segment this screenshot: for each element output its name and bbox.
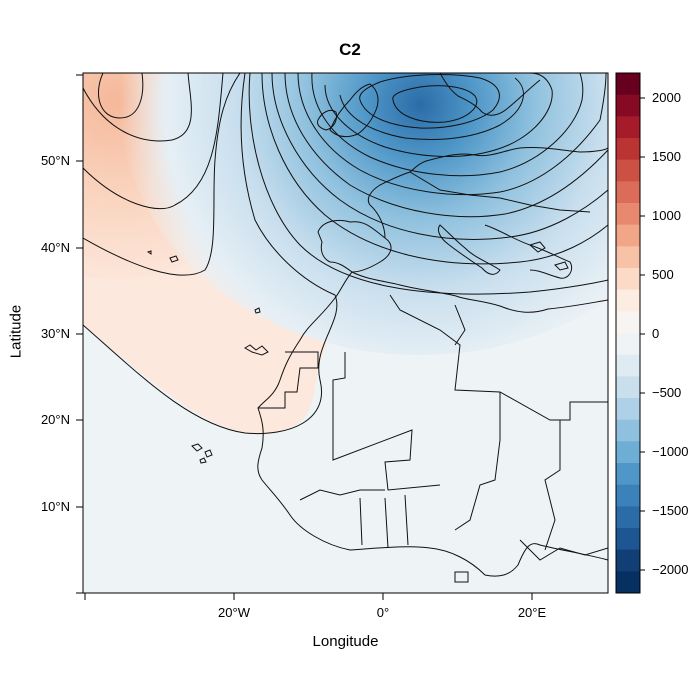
- sudan-border: [544, 420, 561, 551]
- colorbar-tick-label: −1500: [652, 503, 689, 518]
- y-tick-label: 40°N: [40, 240, 70, 255]
- scandinavia-coastline: [439, 73, 541, 116]
- contour-neg-1500: [339, 77, 524, 140]
- colorbar-tick-label: −1000: [652, 444, 689, 459]
- colorbar-swatch: [616, 549, 640, 572]
- colorbar-tick-label: −500: [652, 385, 682, 400]
- colorbar-swatch: [616, 116, 640, 139]
- colorbar-swatch: [616, 528, 640, 551]
- colorbar-swatch: [616, 463, 640, 486]
- contour-positive-400: [83, 73, 192, 142]
- colorbar-tick-label: 1500: [652, 149, 681, 164]
- sahara-border-1: [332, 352, 441, 491]
- y-tick-label: 10°N: [40, 499, 70, 514]
- contour-positive-200: [83, 73, 241, 276]
- y-tick-label: 50°N: [40, 153, 70, 168]
- colorbar-swatch: [616, 571, 640, 594]
- colorbar-swatch: [616, 138, 640, 161]
- contour-positive-300: [83, 73, 224, 210]
- colorbar-swatch: [616, 354, 640, 377]
- x-axis-label: Longitude: [312, 633, 379, 650]
- small-country-border: [454, 571, 469, 583]
- france-coastline: [367, 159, 431, 239]
- colorbar-tick-label: 2000: [652, 90, 681, 105]
- colorbar-swatch: [616, 311, 640, 334]
- y-tick-label: 20°N: [40, 412, 70, 427]
- italy-coastline: [437, 224, 501, 275]
- iberia-coastline: [317, 219, 392, 273]
- axis-ticks: [76, 74, 533, 600]
- plot-frame: [82, 72, 609, 594]
- contour-lines: [83, 73, 608, 435]
- canary-islands: [244, 344, 269, 356]
- colorbar-swatch: [616, 419, 640, 442]
- contour-positive-500: [98, 73, 144, 119]
- azores-islands: [146, 250, 179, 263]
- contour-neg-1300: [324, 73, 553, 157]
- central-africa-border: [519, 539, 608, 561]
- colorbar-swatch: [616, 484, 640, 507]
- chart-title: C2: [339, 40, 361, 59]
- contour-neg-1700: [359, 74, 500, 129]
- west-africa-borders: [359, 494, 409, 549]
- contour-neg-100: [248, 73, 608, 295]
- colorbar-frame: [615, 72, 641, 594]
- field-layer: [83, 73, 608, 593]
- y-axis-label: Latitude: [7, 304, 25, 359]
- contour-neg-300: [261, 73, 608, 265]
- contour-neg-500: [271, 73, 608, 240]
- colorbar-swatch: [616, 203, 640, 226]
- contour-neg-700: [284, 73, 608, 218]
- sahara-border-2: [389, 294, 608, 421]
- colorbar-swatch: [616, 94, 640, 117]
- contour-neg-900: [297, 73, 607, 196]
- colorbar-tick-label: 0: [652, 326, 660, 341]
- madeira-island: [254, 307, 261, 314]
- colorbar-ticks: [640, 97, 645, 571]
- x-tick-label: 0°: [376, 605, 390, 620]
- colorbar-tick-label: 500: [652, 267, 674, 282]
- ireland-coastline: [317, 109, 337, 131]
- colorbar-swatch: [616, 268, 640, 291]
- contour-neg-1900: [392, 85, 478, 123]
- colorbar: [616, 73, 640, 594]
- colorbar-swatch: [616, 376, 640, 399]
- cape-verde-islands: [191, 443, 213, 464]
- colorbar-swatch: [616, 398, 640, 421]
- africa-coastline: [257, 271, 608, 577]
- chad-border: [454, 392, 501, 531]
- colorbar-swatch: [616, 73, 640, 96]
- colorbar-swatch: [616, 441, 640, 464]
- coastlines-borders: [146, 73, 608, 583]
- colorbar-tick-label: −2000: [652, 562, 689, 577]
- colorbar-tick-label: 1000: [652, 208, 681, 223]
- alps-border: [409, 171, 591, 213]
- colorbar-swatch: [616, 224, 640, 247]
- greek-islands: [528, 241, 569, 271]
- mauritania-border: [258, 351, 319, 409]
- contour-zero: [83, 73, 338, 435]
- y-tick-label: 30°N: [40, 326, 70, 341]
- central-europe-border: [429, 147, 608, 161]
- sahara-border-3: [454, 304, 466, 346]
- colorbar-swatch: [616, 289, 640, 312]
- colorbar-swatch: [616, 506, 640, 529]
- colorbar-swatch: [616, 181, 640, 204]
- x-tick-label: 20°E: [517, 605, 547, 620]
- colorbar-swatch: [616, 159, 640, 182]
- balkans-coastline: [484, 224, 573, 279]
- x-tick-label: 20°W: [218, 605, 250, 620]
- sahel-border: [299, 489, 385, 501]
- uk-coastline: [329, 83, 379, 138]
- colorbar-swatch: [616, 246, 640, 269]
- colorbar-swatch: [616, 333, 640, 356]
